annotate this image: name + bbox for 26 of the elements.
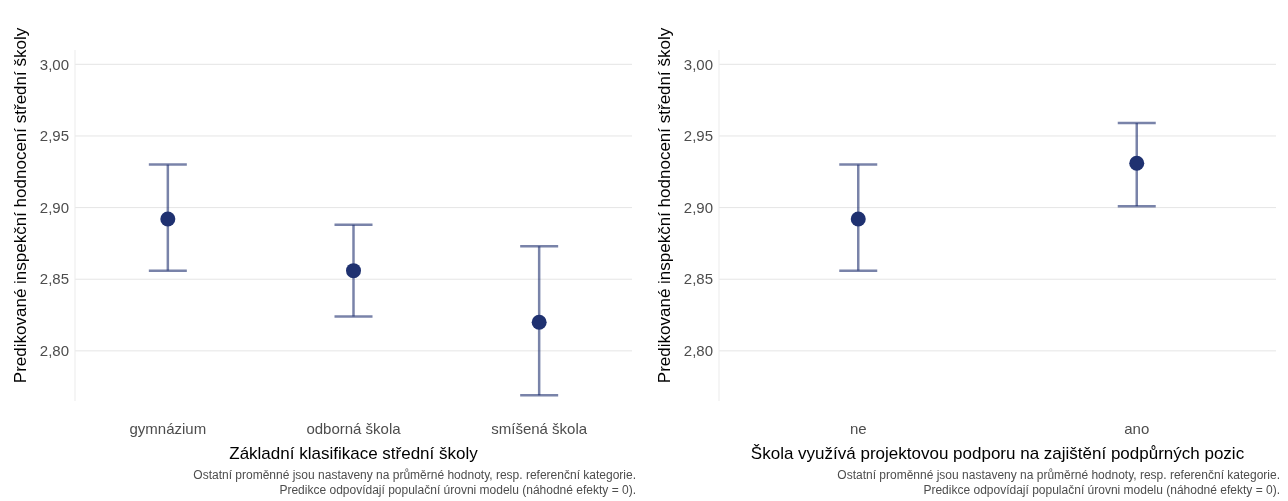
- point: [346, 263, 361, 279]
- y-tick-label: 3,00: [683, 55, 713, 73]
- y-tick-label: 2,95: [683, 127, 713, 145]
- y-tick-label: 2,85: [683, 270, 713, 288]
- x-axis-title: Základní klasifikace střední školy: [229, 444, 479, 463]
- x-tick-label: ne: [849, 420, 867, 437]
- point: [531, 314, 547, 330]
- text: Predikce odpovídají populační úrovni modelu (náhodné efekty = 0).: [923, 483, 1280, 497]
- text: Ostatní proměnné jsou nastaveny na průměrné hodnoty, resp. referenční kategorie.: [193, 468, 636, 482]
- text: Predikce odpovídají populační úrovni modelu (náhodné efekty = 0).: [279, 483, 636, 497]
- x-tick-label: smíšená škola: [491, 420, 588, 437]
- y-tick-label: 2,80: [683, 342, 713, 360]
- x-tick-label: gymnázium: [129, 420, 207, 437]
- y-axis-title: Predikované inspekční hodnocení střední školy: [11, 27, 30, 384]
- y-tick-label: 2,90: [39, 198, 69, 216]
- y-tick-label: 2,90: [683, 198, 713, 216]
- point: [160, 211, 176, 227]
- y-tick-label: 2,85: [39, 270, 69, 288]
- y-axis-title: Predikované inspekční hodnocení střední školy: [655, 27, 674, 384]
- x-tick-label: odborná škola: [306, 420, 402, 437]
- text: Ostatní proměnné jsou nastaveny na průměrné hodnoty, resp. referenční kategorie.: [837, 468, 1280, 482]
- x-tick-label: ano: [1124, 420, 1150, 437]
- y-tick-label: 3,00: [39, 55, 69, 73]
- y-tick-label: 2,80: [39, 342, 69, 360]
- y-tick-label: 2,95: [39, 127, 69, 145]
- x-axis-title: Škola využívá projektovou podporu na zajištění podpůrných pozic: [750, 444, 1245, 463]
